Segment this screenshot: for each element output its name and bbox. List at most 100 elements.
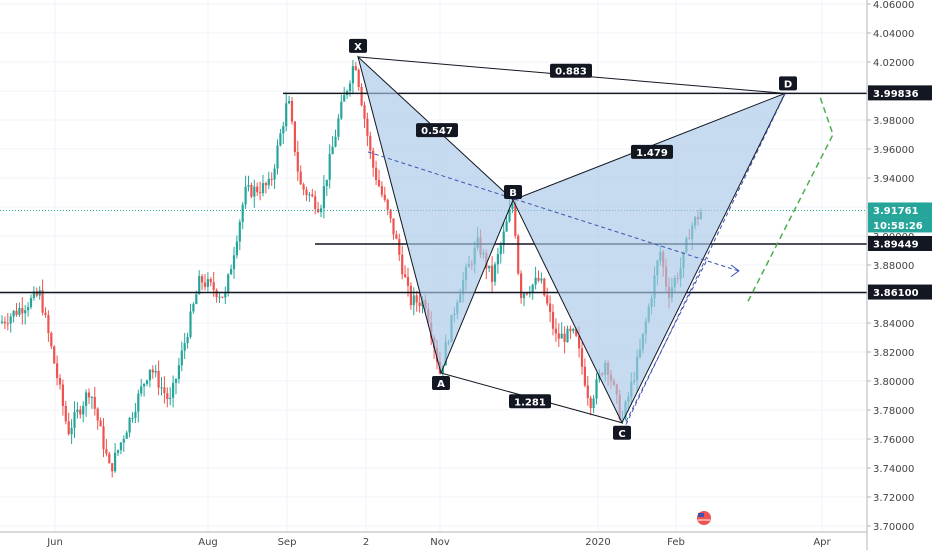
harmonic-pattern[interactable]: 0.883 0.547 1.479 1.281 X A B C D [349, 38, 834, 525]
candle-body [198, 276, 201, 295]
price-tick-label: 3.88000 [873, 261, 914, 272]
candle-body [99, 420, 102, 427]
candle-body [131, 417, 134, 419]
projection-line-green [747, 96, 834, 302]
candle-body [35, 291, 38, 296]
candle-body [119, 442, 122, 451]
candle-body [560, 333, 563, 339]
candle-body [58, 377, 62, 385]
candle-body [12, 310, 15, 317]
candle-body [221, 296, 224, 298]
candle-body [279, 133, 282, 146]
candle-body [244, 186, 247, 205]
candle-body [32, 291, 35, 299]
candle-body [305, 189, 308, 196]
candle-body [180, 350, 183, 366]
pattern-point-label: C [618, 429, 625, 440]
candle-body [488, 265, 491, 269]
candle-body [375, 167, 378, 180]
candles[interactable] [0, 60, 702, 478]
candle-body [157, 370, 160, 388]
price-level-tag [868, 284, 932, 300]
candle-body [511, 202, 514, 209]
pattern-point-tag [432, 376, 450, 391]
candle-body [540, 278, 543, 281]
candle-body [6, 323, 9, 325]
candle-body [145, 380, 149, 384]
price-tick-label: 4.04000 [873, 29, 914, 40]
candle-body [192, 304, 195, 312]
candle-body [253, 186, 256, 197]
candle-body [592, 398, 595, 409]
candle-body [566, 328, 569, 343]
candle-body [241, 204, 244, 222]
candle-body [9, 316, 12, 324]
price-tick-label: 3.96000 [873, 145, 914, 156]
candle-body [331, 146, 334, 155]
countdown-label: 10:58:26 [873, 221, 923, 232]
candle-body [583, 366, 586, 386]
price-tick-label: 3.72000 [873, 493, 914, 504]
pattern-triangle-xab [357, 55, 514, 375]
candle-body [360, 86, 363, 106]
candle-body [499, 245, 502, 255]
candle-body [114, 452, 117, 472]
candle-body [102, 426, 105, 450]
candle-body [50, 333, 53, 347]
candle-body [302, 184, 305, 190]
candle-body [299, 171, 302, 185]
price-level-tag [868, 235, 932, 251]
pattern-point-tag [613, 425, 631, 440]
price-tick-label: 3.70000 [873, 522, 914, 533]
candle-body [578, 335, 581, 349]
candle-body [44, 312, 47, 316]
price-level-tag [868, 85, 932, 101]
candle-body [595, 379, 598, 399]
candle-body [296, 151, 299, 172]
time-tick-label: Nov [430, 537, 450, 548]
candle-body [169, 397, 172, 400]
pattern-point-tag [349, 38, 367, 53]
candle-body [125, 432, 128, 439]
candle-body [363, 105, 366, 119]
candle-body [215, 290, 218, 298]
candle-body [404, 274, 407, 278]
candle-body [267, 178, 270, 186]
price-tick-label: 3.94000 [873, 174, 914, 185]
candle-body [282, 126, 285, 134]
candle-body [340, 101, 343, 119]
candle-body [67, 421, 70, 435]
candle-body [418, 302, 421, 307]
pattern-point-label: B [509, 188, 517, 199]
candle-body [569, 328, 572, 332]
candle-body [56, 363, 59, 378]
candle-body [143, 383, 146, 387]
pattern-triangle-bcd [512, 92, 787, 424]
candle-body [134, 411, 137, 418]
candle-body [517, 235, 520, 274]
price-tick-label: 3.98000 [873, 116, 914, 127]
candle-body [96, 408, 99, 421]
candle-body [520, 273, 523, 299]
time-tick-label: Sep [278, 537, 297, 548]
pattern-point-tag [779, 76, 797, 91]
candle-body [140, 386, 143, 394]
candle-body [398, 238, 401, 255]
candle-body [163, 387, 166, 394]
projection-line-blue [367, 151, 739, 272]
candle-body [308, 194, 311, 196]
candle-body [505, 221, 508, 232]
ratio-label: 0.883 [555, 67, 587, 78]
pattern-point-tag [504, 185, 522, 200]
candle-body [24, 310, 27, 314]
price-tick-label: 3.78000 [873, 406, 914, 417]
candle-body [383, 194, 386, 200]
candle-body [496, 254, 499, 265]
candle-body [151, 369, 154, 373]
candle-body [348, 83, 352, 92]
candle-body [311, 194, 314, 197]
candle-body [230, 269, 233, 275]
candle-body [148, 369, 151, 381]
